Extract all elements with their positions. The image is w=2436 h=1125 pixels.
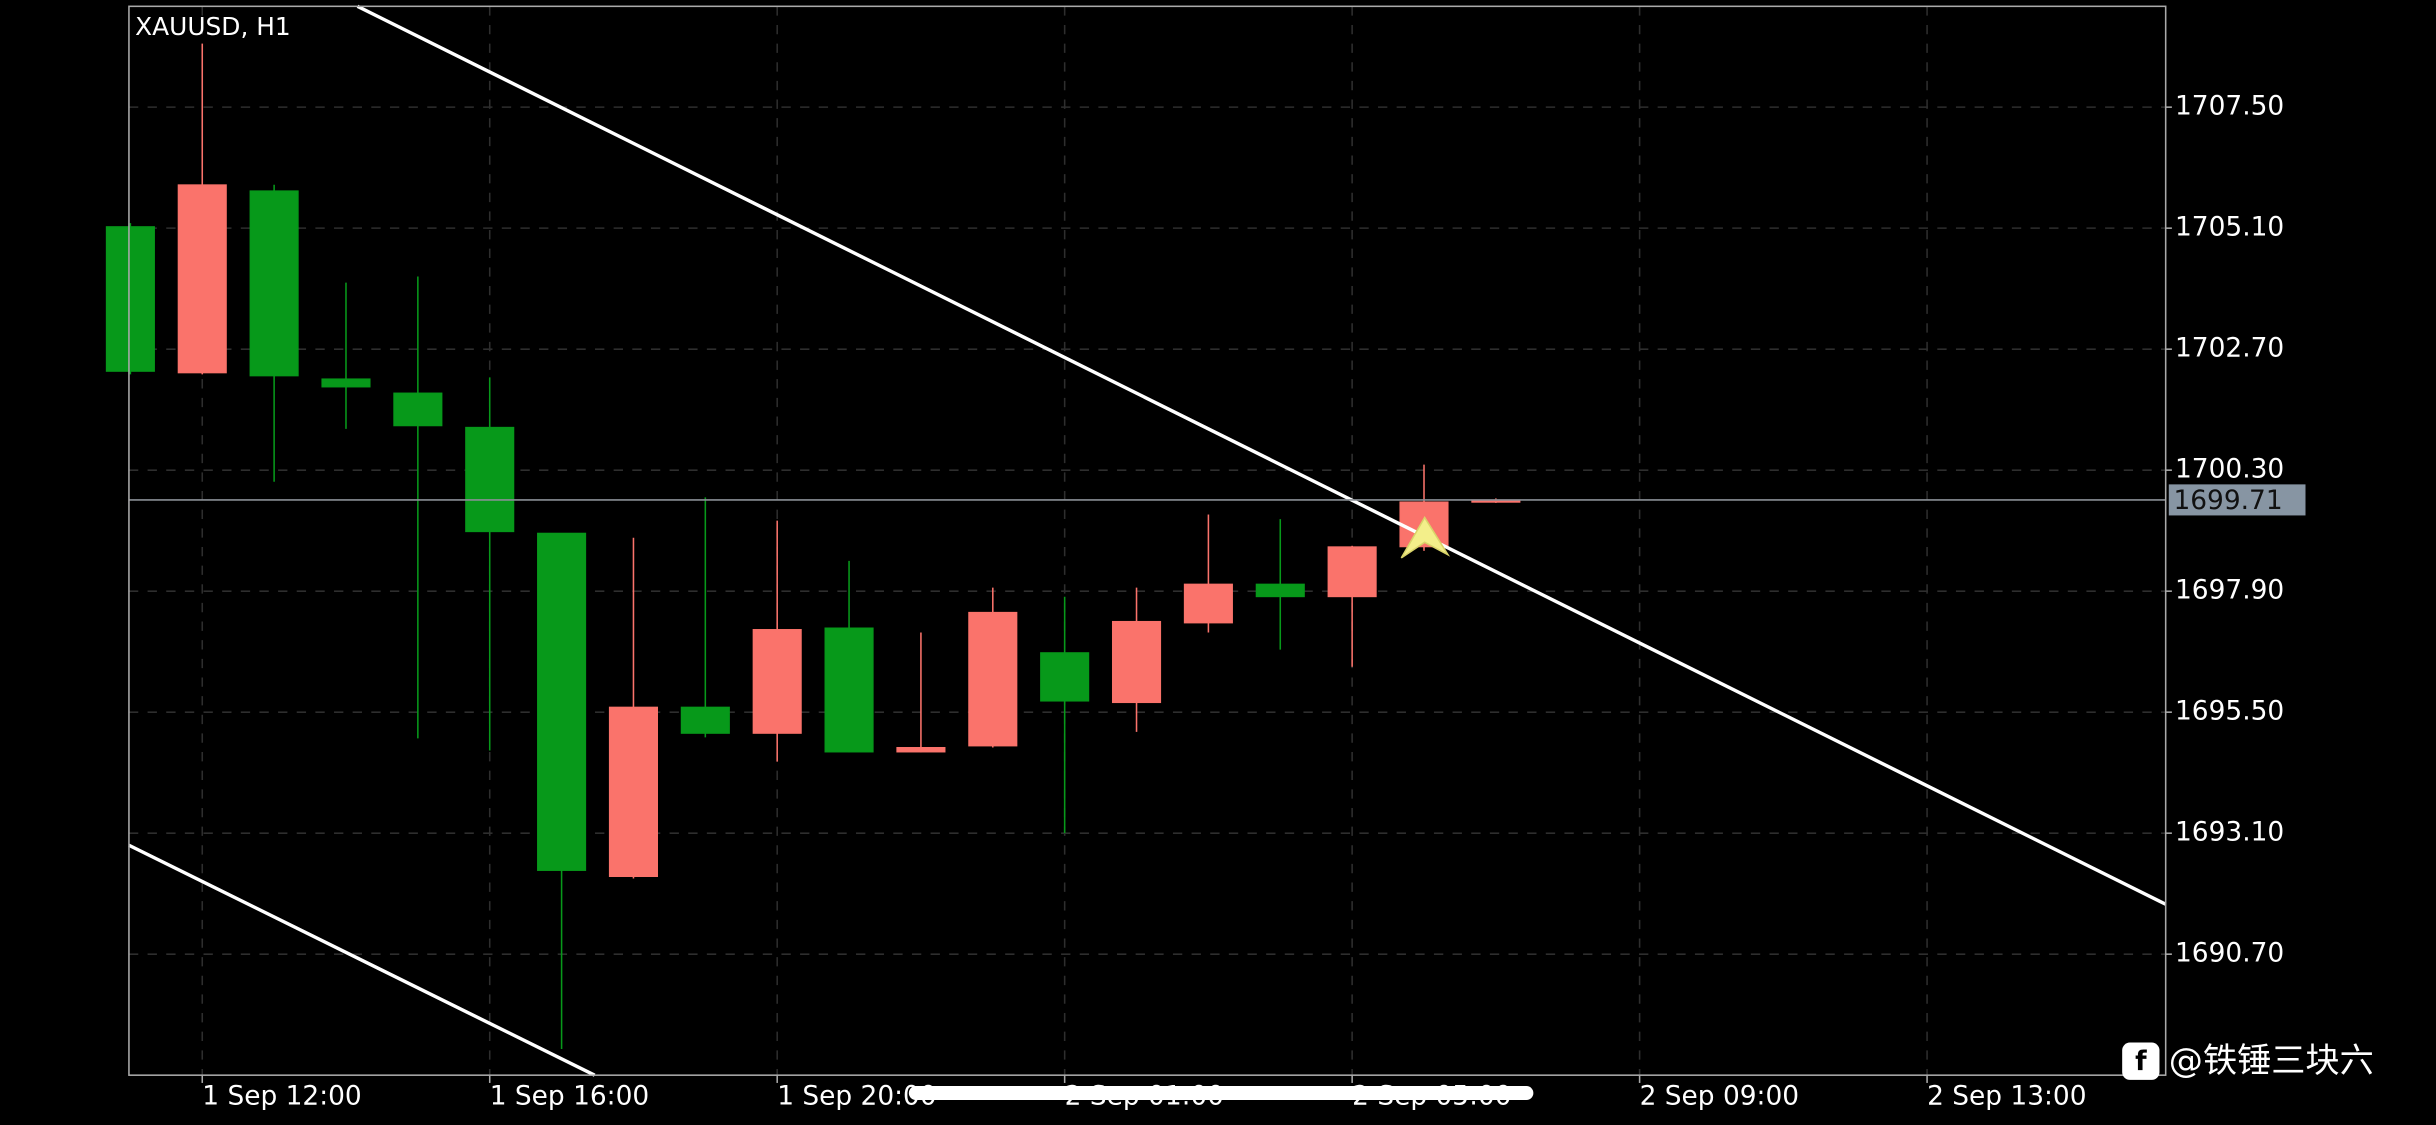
y-tick-label: 1707.50 [2175, 91, 2284, 122]
y-tick-label: 1700.30 [2175, 454, 2284, 485]
home-indicator [908, 1086, 1534, 1101]
candle-body [393, 392, 443, 427]
current-price-label: 1699.71 [2173, 485, 2282, 516]
candle-body [465, 426, 515, 533]
watermark-icon [2122, 1042, 2160, 1080]
candle-body [321, 378, 371, 388]
x-tick-label: 1 Sep 12:00 [202, 1080, 361, 1111]
candle-body [537, 532, 587, 871]
watermark-icon-glyph: f [2135, 1046, 2147, 1077]
plot-frame [128, 5, 2167, 1076]
trend-line [128, 843, 596, 1077]
candle-body [680, 706, 730, 734]
candle-body [1111, 620, 1162, 704]
x-tick-label: 1 Sep 16:00 [490, 1080, 649, 1111]
trend-line [356, 4, 2167, 906]
signal-arrow [1400, 515, 1451, 559]
candle-body [608, 706, 659, 877]
candle-body [177, 184, 227, 374]
candle-body [1327, 546, 1377, 598]
watermark-group: f @铁锤三块六 [2122, 1041, 2374, 1081]
x-tick-label: 2 Sep 09:00 [1640, 1080, 1799, 1111]
candle-body [824, 627, 874, 753]
y-tick-label: 1690.70 [2175, 938, 2284, 969]
x-tick-label: 2 Sep 13:00 [1927, 1080, 2086, 1111]
candle-body [249, 190, 299, 377]
y-tick-label: 1705.10 [2175, 212, 2284, 243]
chart-title: XAUUSD, H1 [135, 12, 291, 41]
current-price-box [2168, 484, 2306, 516]
y-tick-label: 1695.50 [2175, 696, 2284, 727]
axes: 1707.50 1705.10 1702.70 1700.30 1697.90 1695.… [201, 91, 2306, 1111]
plot [105, 4, 2167, 1077]
candle-body [1255, 583, 1305, 598]
candle-body [105, 226, 155, 372]
y-tick-label: 1702.70 [2175, 333, 2284, 364]
candle-body [1040, 652, 1090, 702]
candle-body [1183, 583, 1233, 624]
watermark: @铁锤三块六 [2169, 1041, 2374, 1081]
candle-body [752, 629, 802, 734]
y-tick-label: 1693.10 [2175, 817, 2284, 848]
candle-body [968, 611, 1018, 747]
candle-body [896, 746, 946, 753]
y-tick-label: 1697.90 [2175, 575, 2284, 606]
